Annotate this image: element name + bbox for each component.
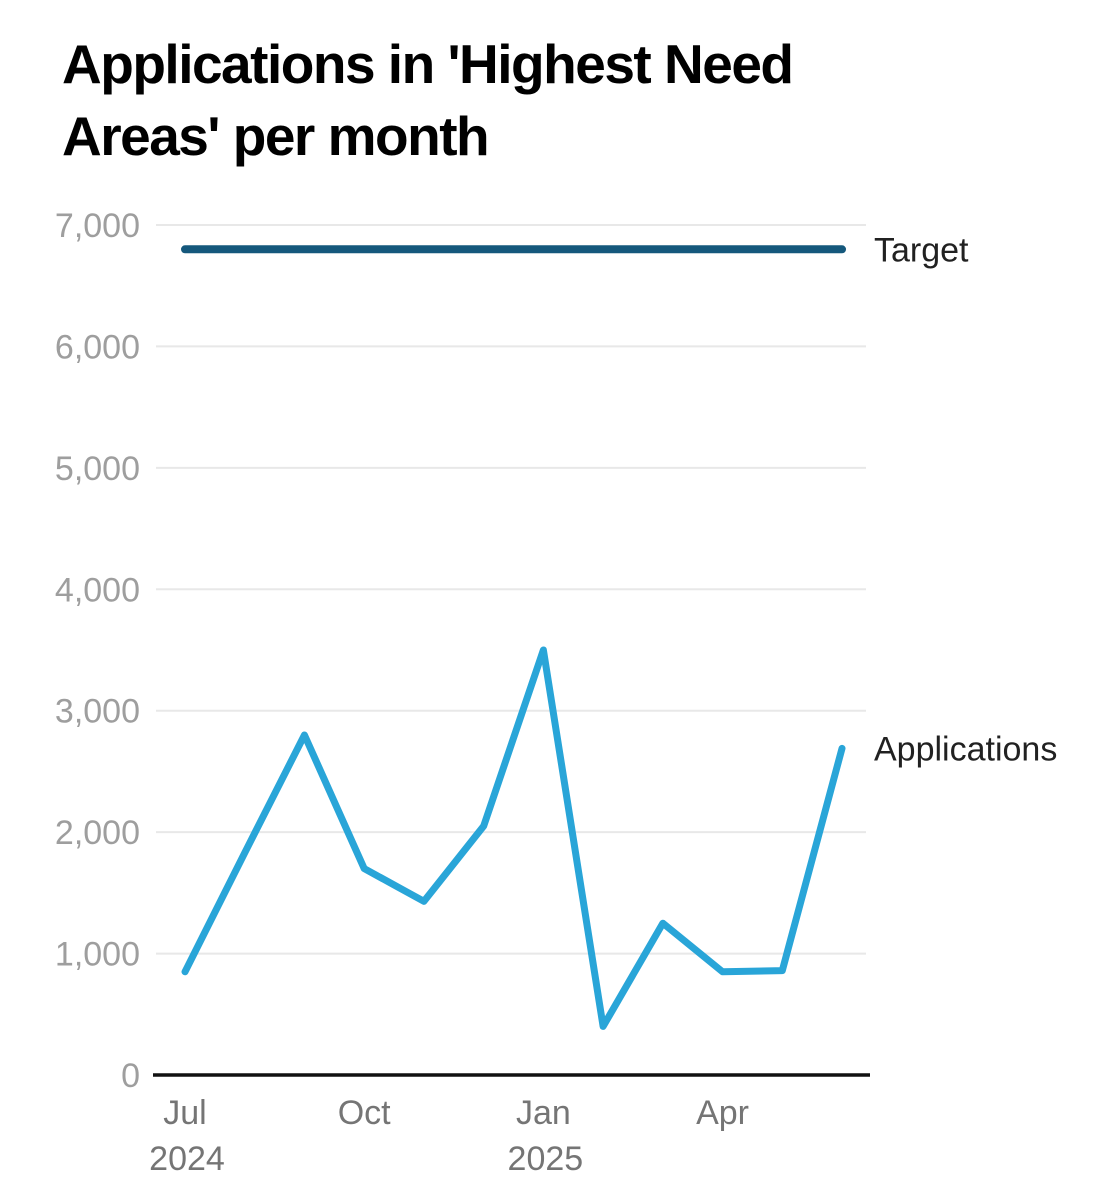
x-tick-label: Jan <box>516 1094 571 1132</box>
y-tick-label: 5,000 <box>55 450 140 488</box>
x-tick-year-label: 2025 <box>508 1140 584 1178</box>
y-axis-tick-labels: 0 1,000 2,000 3,000 4,000 5,000 6,000 7,000 <box>55 207 140 1095</box>
applications-series-line <box>181 646 846 1030</box>
x-axis-tick-labels: Jul 2024 Oct Jan 2025 Apr <box>149 1094 749 1178</box>
y-tick-label: 4,000 <box>55 571 140 609</box>
x-tick-label: Jul <box>163 1094 206 1132</box>
y-tick-label: 7,000 <box>55 207 140 245</box>
y-gridlines <box>156 223 866 955</box>
y-tick-label: 0 <box>121 1057 140 1095</box>
x-tick-year-label: 2024 <box>149 1140 225 1178</box>
y-tick-label: 2,000 <box>55 814 140 852</box>
applications-series-label: Applications <box>874 730 1057 768</box>
x-tick-label: Oct <box>338 1094 391 1132</box>
y-tick-label: 3,000 <box>55 693 140 731</box>
y-tick-label: 6,000 <box>55 328 140 366</box>
chart-title: Applications in 'Highest Need Areas' per… <box>62 33 794 167</box>
target-series-label: Target <box>874 231 969 269</box>
y-tick-label: 1,000 <box>55 936 140 974</box>
x-tick-label: Apr <box>696 1094 749 1132</box>
